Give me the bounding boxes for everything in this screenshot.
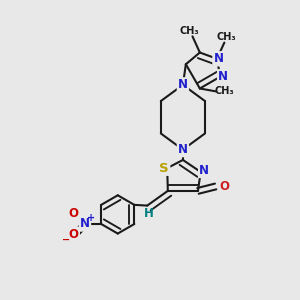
Text: O: O: [219, 180, 229, 193]
Text: S: S: [160, 162, 169, 175]
Text: +: +: [87, 212, 95, 223]
Text: N: N: [80, 218, 90, 230]
Text: −: −: [62, 235, 70, 245]
Text: CH₃: CH₃: [180, 26, 199, 36]
Text: N: N: [178, 143, 188, 156]
Text: O: O: [69, 228, 79, 241]
Text: N: N: [218, 70, 228, 83]
Text: N: N: [214, 52, 224, 65]
Text: CH₃: CH₃: [216, 32, 236, 42]
Text: CH₃: CH₃: [214, 86, 234, 96]
Text: H: H: [144, 207, 154, 220]
Text: O: O: [69, 207, 79, 220]
Text: N: N: [199, 164, 209, 177]
Text: N: N: [178, 78, 188, 92]
